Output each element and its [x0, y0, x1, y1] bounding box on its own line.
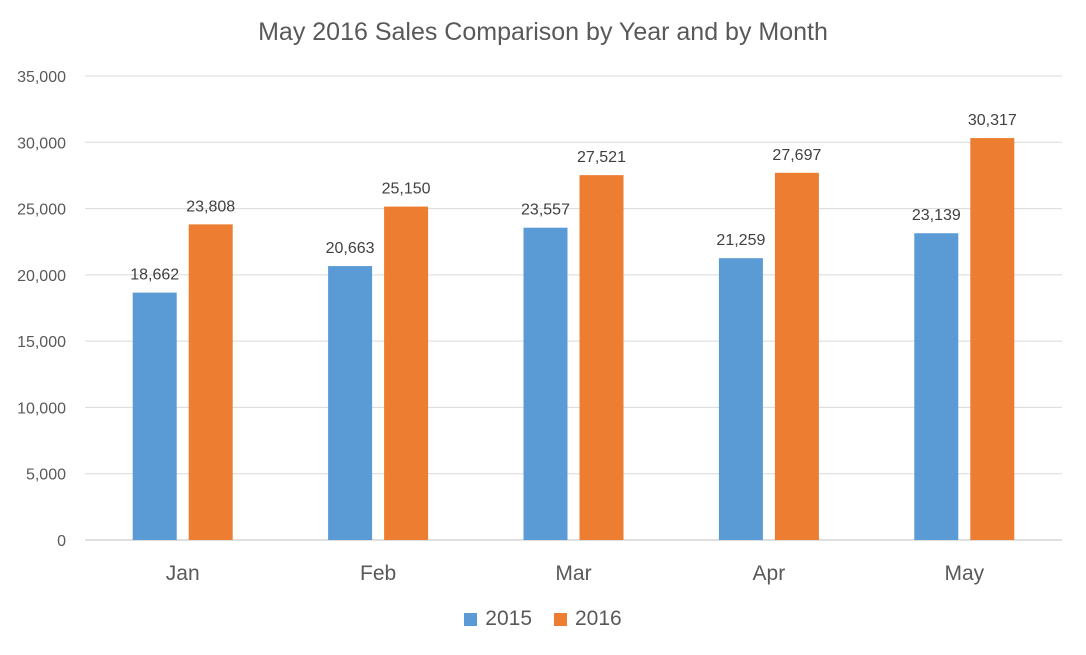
x-tick-label: Mar: [555, 562, 591, 585]
bar-series-2: [970, 138, 1015, 541]
y-tick-label: 5,000: [26, 467, 66, 484]
x-tick-label: Feb: [360, 562, 396, 585]
bar-series-1: [718, 258, 763, 540]
data-label: 18,662: [130, 267, 179, 284]
legend-swatch-series-2: [554, 612, 567, 626]
legend-label-series-2: 2016: [575, 607, 622, 630]
bar-series-1: [523, 227, 568, 541]
bar-series-1: [132, 292, 177, 540]
chart-plot: 0 5,000 10,000 15,000 20,000 25,000 30,000 35,0…: [17, 69, 1062, 585]
data-label: 23,557: [521, 202, 570, 219]
y-tick-label: 0: [57, 533, 66, 550]
y-tick-label: 35,000: [17, 69, 66, 86]
legend-swatch-series-1: [464, 612, 478, 626]
data-label: 30,317: [968, 112, 1017, 129]
legend-item-series-1: 2015: [464, 607, 532, 631]
data-label: 21,259: [716, 232, 765, 249]
y-tick-label: 20,000: [17, 268, 66, 285]
bar-series-2: [579, 175, 624, 540]
y-tick-label: 25,000: [17, 202, 66, 219]
chart-title: May 2016 Sales Comparison by Year and by…: [258, 18, 828, 46]
y-tick-label: 15,000: [17, 334, 66, 351]
data-label: 27,521: [577, 149, 626, 166]
data-label: 27,697: [772, 147, 821, 164]
bar-series-2: [188, 224, 233, 540]
bar-series-2: [384, 206, 429, 540]
y-tick-label: 30,000: [17, 135, 66, 152]
y-tick-label: 10,000: [17, 400, 66, 417]
data-label: 23,808: [186, 198, 235, 215]
data-label: 25,150: [382, 181, 431, 198]
data-label: 23,139: [912, 207, 961, 224]
legend-item-series-2: 2016: [554, 607, 622, 631]
bar-series-1: [328, 266, 373, 540]
x-tick-label: Apr: [753, 562, 786, 585]
legend-label-series-1: 2015: [485, 607, 532, 630]
x-tick-label: Jan: [166, 562, 200, 585]
chart-legend: 2015 2016: [0, 607, 1086, 631]
bar-series-1: [914, 233, 959, 540]
data-label: 20,663: [326, 240, 375, 257]
x-tick-label: May: [944, 562, 984, 585]
bar-series-2: [774, 172, 819, 541]
